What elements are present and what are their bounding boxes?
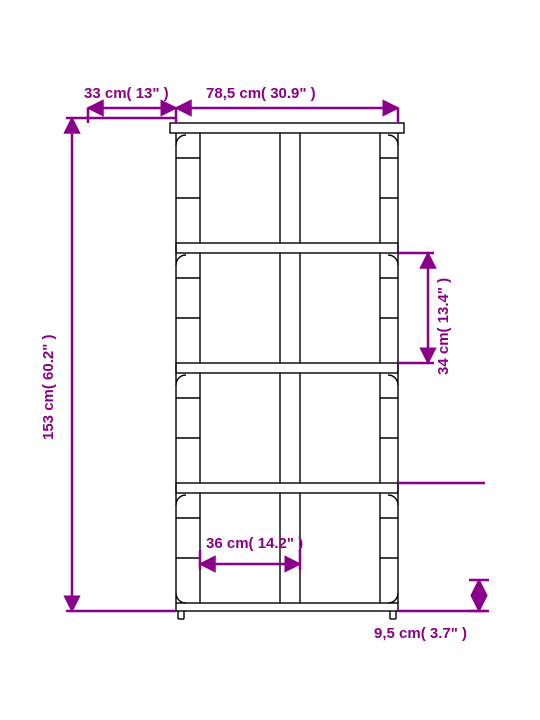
dim-width-label: 78,5 cm( 30.9" ) xyxy=(206,85,316,102)
dimension-drawing xyxy=(0,0,540,720)
dim-innerw-label: 36 cm( 14.2" ) xyxy=(206,535,303,552)
dim-depth-label: 33 cm( 13" ) xyxy=(84,85,169,102)
dim-height-label: 153 cm( 60.2" ) xyxy=(40,334,57,440)
dim-footh-label: 9,5 cm( 3.7" ) xyxy=(374,625,467,642)
dim-shelfh-label: 34 cm( 13.4" ) xyxy=(435,278,452,375)
